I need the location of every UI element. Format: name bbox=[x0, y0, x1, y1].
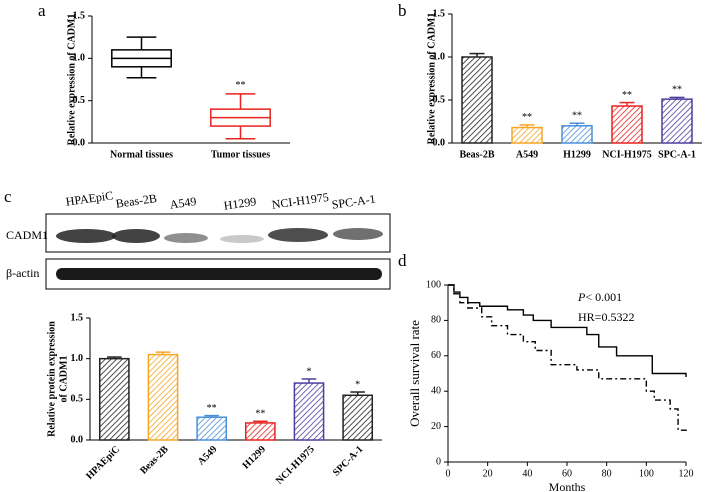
y-axis-label: Relative protein expression bbox=[46, 321, 57, 437]
x-tick-label: NCI-H1975 bbox=[274, 444, 317, 487]
blot-row-label: β-actin bbox=[6, 266, 39, 280]
band bbox=[56, 268, 382, 280]
x-tick-label: 20 bbox=[483, 468, 493, 479]
bar bbox=[461, 56, 493, 144]
y-tick-label: 60 bbox=[431, 350, 441, 361]
significance: ** bbox=[572, 111, 582, 122]
bar bbox=[561, 125, 593, 144]
x-tick-label: 100 bbox=[639, 468, 654, 479]
p-text: < 0.001 bbox=[585, 290, 622, 304]
x-tick-label: Tumor tissues bbox=[211, 149, 270, 160]
significance: ** bbox=[207, 403, 217, 414]
bar bbox=[196, 416, 228, 441]
band bbox=[333, 228, 383, 240]
x-axis-label: Months bbox=[549, 480, 586, 492]
bar bbox=[511, 126, 543, 144]
y-axis-label: Relative expression of CADM1 bbox=[66, 14, 77, 146]
p-symbol: P bbox=[577, 290, 586, 304]
y-axis-label: Overall survival rate bbox=[407, 320, 422, 427]
significance: ** bbox=[522, 112, 532, 123]
x-tick-label: 120 bbox=[679, 468, 694, 479]
survival-curve bbox=[448, 284, 687, 378]
p-value: P< 0.001 bbox=[577, 290, 622, 304]
y-tick-label: 0.5 bbox=[433, 94, 446, 105]
y-tick-label: 1.5 bbox=[433, 8, 446, 19]
x-tick-label: SPC-A-1 bbox=[331, 444, 365, 478]
significance: * bbox=[355, 379, 360, 390]
bar bbox=[661, 98, 693, 144]
y-axis-label: of CADM1 bbox=[58, 356, 69, 403]
y-tick-label: 1.5 bbox=[71, 312, 84, 323]
x-tick-label: SPC-A-1 bbox=[658, 149, 696, 160]
bar bbox=[293, 382, 325, 441]
significance: ** bbox=[236, 80, 246, 91]
y-tick-label: 0.5 bbox=[71, 394, 84, 405]
lane-label: H1299 bbox=[223, 194, 257, 212]
x-tick-label: HPAEpiC bbox=[84, 444, 122, 482]
x-tick-label: Beas-2B bbox=[460, 149, 495, 160]
bar bbox=[147, 353, 179, 441]
y-tick-label: 80 bbox=[431, 315, 441, 326]
band bbox=[56, 229, 116, 243]
x-tick-label: 60 bbox=[562, 468, 572, 479]
y-tick-label: 1.5 bbox=[73, 10, 86, 21]
panel-label: a bbox=[38, 1, 46, 20]
y-tick-label: 0.0 bbox=[71, 434, 84, 445]
blot: CADM1 β-actin HPAEpiC Beas-2B A549 H1299… bbox=[6, 188, 391, 290]
x-tick-label: 40 bbox=[522, 468, 532, 479]
panel-label: b bbox=[398, 1, 407, 20]
y-tick-label: 0.5 bbox=[73, 95, 86, 106]
y-tick-label: 1.0 bbox=[433, 51, 446, 62]
survival-curve bbox=[448, 284, 687, 432]
significance: * bbox=[307, 366, 312, 377]
x-tick-label: 80 bbox=[602, 468, 612, 479]
y-tick-label: 20 bbox=[431, 421, 441, 432]
lane-label: A549 bbox=[169, 194, 197, 212]
bar bbox=[244, 422, 276, 441]
significance: ** bbox=[672, 85, 682, 96]
lane-label: SPC-A-1 bbox=[331, 192, 377, 212]
y-axis-label: Relative expression of CADM1 bbox=[426, 13, 437, 145]
x-tick-label: Normal tissues bbox=[110, 149, 173, 160]
hazard-ratio: HR=0.5322 bbox=[578, 310, 634, 324]
x-tick-label: A549 bbox=[196, 444, 220, 468]
y-tick-label: 1.0 bbox=[73, 53, 86, 64]
y-tick-label: 1.0 bbox=[71, 353, 84, 364]
band bbox=[112, 229, 160, 243]
x-tick-label: NCI-H1975 bbox=[602, 149, 651, 160]
x-tick-label: H1299 bbox=[563, 149, 591, 160]
blot-row-label: CADM1 bbox=[6, 228, 48, 242]
significance: ** bbox=[622, 90, 632, 101]
bar bbox=[611, 105, 643, 144]
bar bbox=[98, 357, 130, 441]
x-tick-label: A549 bbox=[516, 149, 538, 160]
y-tick-label: 0 bbox=[436, 456, 441, 467]
y-tick-label: 40 bbox=[431, 385, 441, 396]
y-tick-label: 0.0 bbox=[433, 137, 446, 148]
panel-label: c bbox=[4, 187, 12, 206]
bar bbox=[342, 394, 374, 441]
y-tick-label: 100 bbox=[426, 279, 441, 290]
lane-label: NCI-H1975 bbox=[271, 190, 330, 212]
x-tick-label: Beas-2B bbox=[138, 444, 171, 477]
lane-label: Beas-2B bbox=[115, 191, 158, 211]
y-tick-label: 0.0 bbox=[73, 137, 86, 148]
band bbox=[268, 228, 328, 242]
band bbox=[164, 233, 208, 243]
panel-label: d bbox=[398, 251, 407, 270]
x-tick-label: H1299 bbox=[241, 444, 268, 471]
significance: ** bbox=[255, 409, 265, 420]
x-tick-label: 0 bbox=[446, 468, 451, 479]
band bbox=[220, 235, 264, 243]
lane-label: HPAEpiC bbox=[65, 188, 114, 208]
